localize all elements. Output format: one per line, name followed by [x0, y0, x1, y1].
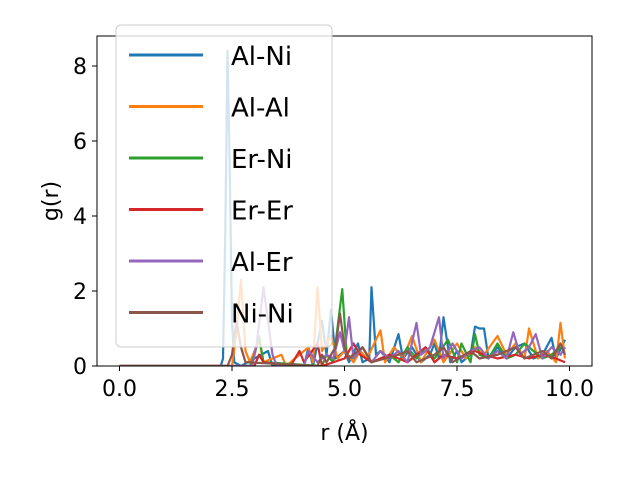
x-tick-label: 7.5	[440, 377, 475, 402]
y-tick-label: 0	[73, 355, 87, 380]
x-tick-label: 2.5	[215, 377, 250, 402]
legend: Al-Ni Al-Al Er-Ni Er-Er Al-Er Ni-Ni	[115, 24, 333, 348]
series-line-al-er	[119, 286, 566, 366]
legend-label-er-er: Er-Er	[231, 197, 293, 227]
legend-label-ni-ni: Ni-Ni	[231, 300, 294, 330]
legend-label-er-ni: Er-Ni	[231, 145, 293, 175]
legend-label-al-ni: Al-Ni	[231, 42, 292, 72]
legend-box	[115, 24, 333, 348]
x-tick-label: 5.0	[327, 377, 362, 402]
y-axis-title: g(r)	[39, 181, 64, 221]
legend-label-al-al: Al-Al	[231, 94, 290, 124]
x-tick-label: 0.0	[102, 377, 137, 402]
x-axis-title: r (Å)	[320, 419, 368, 446]
series-line-ni-ni	[119, 312, 567, 366]
y-tick-label: 4	[73, 205, 87, 230]
x-tick-label: 10.0	[545, 377, 594, 402]
series-layer	[119, 49, 567, 366]
y-tick-label: 6	[73, 130, 87, 155]
axes-layer: 0.0 2.5 5.0 7.5 10.0 0 2 4 6 8 r (Å) g(r)	[39, 35, 594, 446]
y-tick-label: 8	[73, 55, 87, 80]
y-tick-label: 2	[73, 280, 87, 305]
legend-label-al-er: Al-Er	[231, 248, 293, 278]
